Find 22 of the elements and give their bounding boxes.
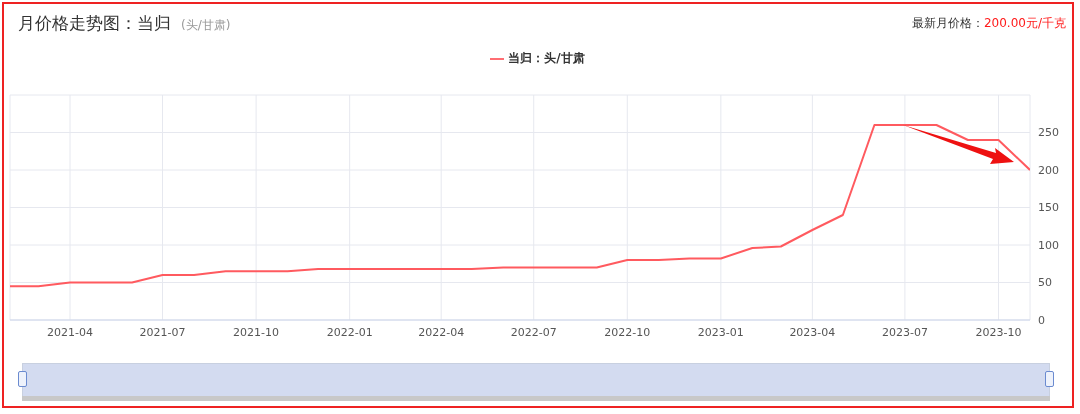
x-tick-label: 2023-01 xyxy=(697,325,744,339)
y-tick-label: 100 xyxy=(1038,238,1059,252)
line-series xyxy=(10,124,1030,288)
y-tick-label: 50 xyxy=(1038,276,1052,290)
x-tick-label: 2022-07 xyxy=(510,325,557,339)
x-tick-label: 2022-10 xyxy=(604,325,651,339)
x-tick-label: 2023-04 xyxy=(789,325,836,339)
y-tick-label: 0 xyxy=(1038,313,1045,327)
legend-label: 当归：头/甘肃 xyxy=(508,51,585,65)
x-tick-label: 2021-04 xyxy=(47,325,93,339)
y-tick-label: 200 xyxy=(1038,163,1059,177)
y-tick-label: 150 xyxy=(1038,201,1059,215)
x-tick-label: 2021-07 xyxy=(139,325,186,339)
text: 最新月价格：200.00元/千克 xyxy=(911,16,1066,30)
chart-title: 月价格走势图：当归 xyxy=(18,13,171,33)
chart-subtitle: (头/甘肃) xyxy=(181,18,231,32)
x-tick-label: 2021-10 xyxy=(233,325,280,339)
x-tick-label: 2022-01 xyxy=(326,325,373,339)
x-tick-label: 2023-10 xyxy=(975,325,1022,339)
x-tick-label: 2023-07 xyxy=(881,325,928,339)
x-tick-label: 2022-04 xyxy=(418,325,465,339)
y-tick-label: 250 xyxy=(1038,126,1059,140)
